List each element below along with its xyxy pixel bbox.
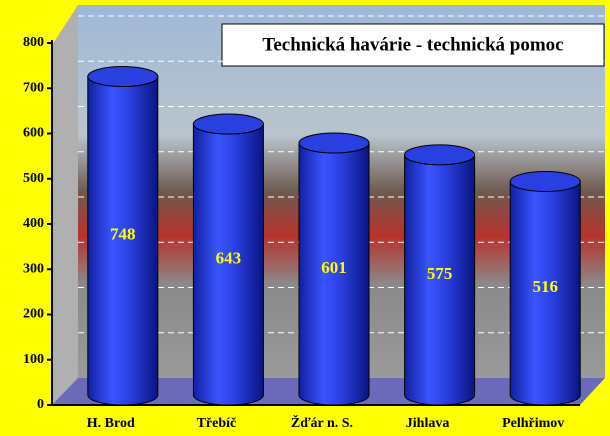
x-tick-label: Žďár n. S. (291, 414, 353, 431)
y-tick-label: 800 (23, 35, 44, 50)
y-tick-label: 0 (37, 397, 44, 412)
x-tick-label: Třebíč (197, 416, 237, 431)
x-tick-label: H. Brod (87, 416, 135, 431)
value-label: 643 (216, 248, 242, 267)
y-tick-label: 300 (23, 261, 44, 276)
value-label: 601 (321, 258, 347, 277)
y-tick-label: 700 (23, 80, 44, 95)
y-tick-label: 400 (23, 216, 44, 231)
value-label: 516 (532, 277, 558, 296)
value-label: 748 (110, 225, 136, 244)
value-label: 575 (427, 264, 453, 283)
title-box (221, 23, 605, 67)
bar (298, 132, 370, 406)
bar (404, 144, 476, 406)
y-tick-label: 200 (23, 307, 44, 322)
y-tick-label: 500 (23, 171, 44, 186)
y-tick-label: 600 (23, 126, 44, 141)
bar (192, 113, 264, 406)
x-tick-label: Jihlava (406, 416, 450, 431)
chart-title: Technická havárie - technická pomoc (262, 34, 563, 55)
bar (87, 66, 159, 406)
bar (509, 171, 581, 406)
x-tick-label: Pelhřimov (502, 416, 564, 431)
y-tick-label: 100 (23, 352, 44, 367)
